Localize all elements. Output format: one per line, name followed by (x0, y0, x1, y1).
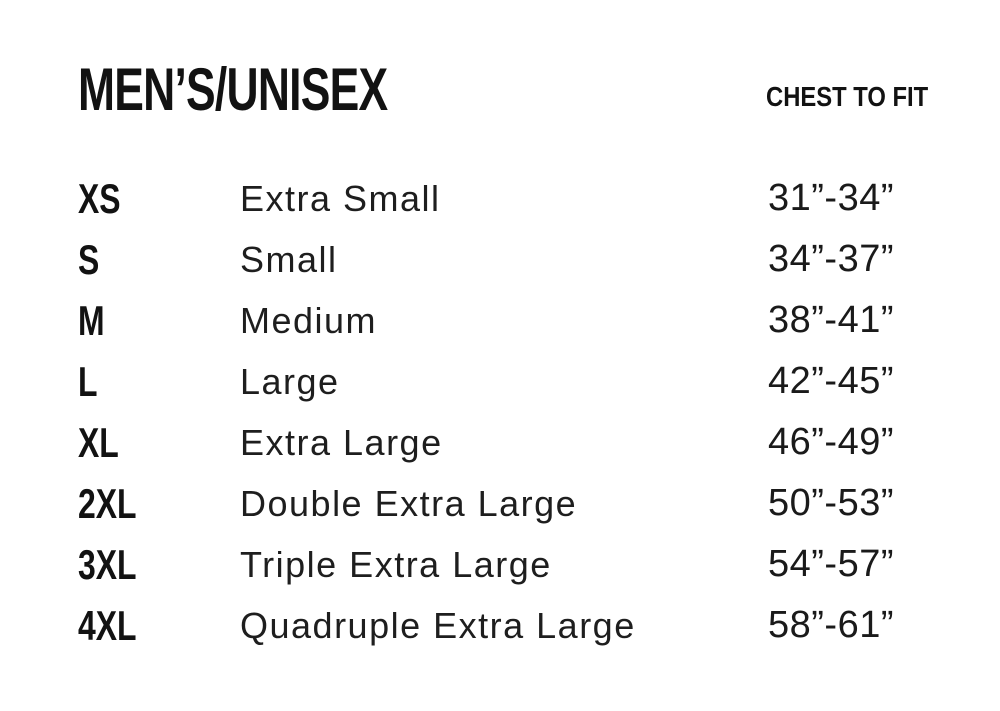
size-name-cell: Small (240, 238, 338, 280)
table-row: S Small 34”-37” (0, 229, 1000, 290)
chart-header: MEN’S/UNISEX CHEST TO FIT (78, 56, 1000, 123)
size-code: S (78, 235, 100, 283)
size-code-cell: XL (78, 419, 240, 467)
page-title: MEN’S/UNISEX (78, 56, 388, 123)
size-code: L (78, 357, 98, 405)
chest-range-cell: 58”-61” (768, 604, 894, 646)
size-code: XS (78, 174, 121, 222)
table-row: 2XL Double Extra Large 50”-53” (0, 473, 1000, 534)
size-code-cell: XS (78, 175, 240, 223)
table-row: M Medium 38”-41” (0, 290, 1000, 351)
chest-range-cell: 31”-34” (768, 177, 894, 219)
chest-range-cell: 42”-45” (768, 360, 894, 402)
size-code-cell: 4XL (78, 602, 240, 650)
size-code-cell: L (78, 358, 240, 406)
chest-range-cell: 46”-49” (768, 421, 894, 463)
size-name-cell: Extra Large (240, 421, 443, 463)
size-code-cell: M (78, 297, 240, 345)
size-name-cell: Triple Extra Large (240, 543, 552, 585)
table-row: 4XL Quadruple Extra Large 58”-61” (0, 595, 1000, 656)
size-name-cell: Large (240, 360, 340, 402)
table-row: 3XL Triple Extra Large 54”-57” (0, 534, 1000, 595)
chest-to-fit-header: CHEST TO FIT (766, 81, 929, 112)
table-row: XL Extra Large 46”-49” (0, 412, 1000, 473)
size-code: 2XL (78, 479, 137, 527)
chest-range-cell: 34”-37” (768, 238, 894, 280)
size-code: M (78, 296, 105, 344)
size-code: XL (78, 418, 119, 466)
size-code: 4XL (78, 601, 137, 649)
chest-range-cell: 38”-41” (768, 299, 894, 341)
size-name-cell: Extra Small (240, 177, 441, 219)
table-row: L Large 42”-45” (0, 351, 1000, 412)
size-table: XS Extra Small 31”-34” S Small 34”-37” M… (0, 168, 1000, 656)
chest-range-cell: 50”-53” (768, 482, 894, 524)
size-code-cell: 2XL (78, 480, 240, 528)
table-row: XS Extra Small 31”-34” (0, 168, 1000, 229)
chest-range-cell: 54”-57” (768, 543, 894, 585)
size-name-cell: Medium (240, 299, 378, 341)
size-code-cell: S (78, 236, 240, 284)
size-code-cell: 3XL (78, 541, 240, 589)
size-code: 3XL (78, 540, 137, 588)
size-name-cell: Double Extra Large (240, 482, 578, 524)
size-name-cell: Quadruple Extra Large (240, 604, 636, 646)
